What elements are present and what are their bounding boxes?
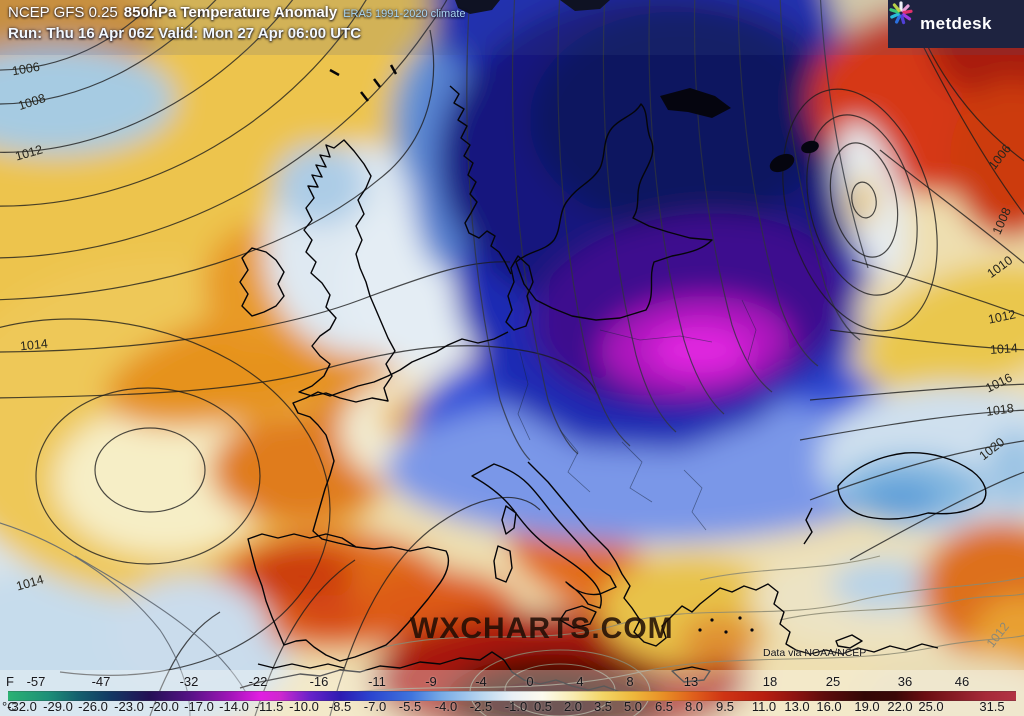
coastlines bbox=[239, 64, 987, 701]
fahrenheit-tick: -11 bbox=[368, 674, 386, 689]
header-band bbox=[0, 0, 1024, 55]
country-borders bbox=[517, 299, 757, 531]
fahrenheit-tick: 46 bbox=[954, 674, 970, 689]
model-name: NCEP GFS 0.25 bbox=[8, 4, 118, 21]
celsius-tick: -7.0 bbox=[363, 699, 387, 714]
celsius-row: °C -32.0 -29.0 -26.0 -23.0 -20.0 -17.0 -14.0 -1… bbox=[0, 699, 1024, 716]
fahrenheit-tick: 8 bbox=[626, 674, 634, 689]
celsius-tick: -8.5 bbox=[328, 699, 352, 714]
fahrenheit-tick: -4 bbox=[475, 674, 487, 689]
celsius-tick: 8.0 bbox=[684, 699, 704, 714]
fahrenheit-tick: 13 bbox=[683, 674, 699, 689]
celsius-tick: -14.0 bbox=[219, 699, 249, 714]
fahrenheit-tick: -47 bbox=[91, 674, 111, 689]
fahrenheit-unit: F bbox=[6, 674, 14, 689]
celsius-tick: 31.5 bbox=[979, 699, 1005, 714]
celsius-tick: -10.0 bbox=[289, 699, 319, 714]
celsius-tick: 16.0 bbox=[816, 699, 842, 714]
celsius-tick: -4.0 bbox=[434, 699, 458, 714]
celsius-tick: -5.5 bbox=[398, 699, 422, 714]
celsius-tick: -17.0 bbox=[184, 699, 214, 714]
celsius-tick: -32.0 bbox=[7, 699, 37, 714]
fahrenheit-tick: 0 bbox=[526, 674, 534, 689]
celsius-tick: 25.0 bbox=[918, 699, 944, 714]
celsius-tick: -11.5 bbox=[254, 699, 284, 714]
gray-contours bbox=[0, 522, 1024, 716]
metdesk-wordmark: metdesk bbox=[920, 14, 992, 33]
fahrenheit-tick: -32 bbox=[179, 674, 199, 689]
celsius-tick: 11.0 bbox=[751, 699, 777, 714]
fahrenheit-row: F -57 -47 -32 -22 -16 -11 -9 -4 0 4 8 13 18 25 36 46 bbox=[0, 670, 1024, 690]
fahrenheit-tick: 18 bbox=[762, 674, 778, 689]
celsius-tick: 2.0 bbox=[563, 699, 583, 714]
celsius-tick: -1.0 bbox=[504, 699, 528, 714]
celsius-tick: 13.0 bbox=[784, 699, 810, 714]
celsius-unit: °C bbox=[2, 699, 17, 714]
celsius-tick: 9.5 bbox=[715, 699, 735, 714]
metdesk-star-icon bbox=[889, 1, 913, 25]
land-marks bbox=[455, 0, 819, 634]
isobar-label: 1014 bbox=[989, 341, 1019, 357]
fahrenheit-tick: -22 bbox=[248, 674, 268, 689]
celsius-tick: 5.0 bbox=[623, 699, 643, 714]
temperature-scale: F -57 -47 -32 -22 -16 -11 -9 -4 0 4 8 13 18 25 36 46 °C… bbox=[0, 670, 1024, 716]
map-header: NCEP GFS 0.25 850hPa Temperature Anomaly E… bbox=[8, 3, 466, 44]
run-valid-line: Run: Thu 16 Apr 06Z Valid: Mon 27 Apr 06… bbox=[8, 25, 362, 42]
fahrenheit-tick: -9 bbox=[425, 674, 437, 689]
product-name: 850hPa Temperature Anomaly bbox=[123, 4, 338, 21]
anomaly-colorbar bbox=[8, 691, 1016, 701]
data-attribution: Data via NOAA/NCEP bbox=[763, 647, 867, 659]
celsius-tick: 22.0 bbox=[887, 699, 913, 714]
celsius-tick: -2.5 bbox=[469, 699, 493, 714]
celsius-tick: 0.5 bbox=[533, 699, 553, 714]
fahrenheit-tick: 36 bbox=[897, 674, 913, 689]
celsius-tick: -23.0 bbox=[114, 699, 144, 714]
isobar-label: 1014 bbox=[19, 336, 49, 354]
fahrenheit-tick: 4 bbox=[576, 674, 584, 689]
celsius-tick: -29.0 bbox=[43, 699, 73, 714]
fahrenheit-tick: -57 bbox=[26, 674, 46, 689]
wxcharts-watermark: WXCHARTS.COM bbox=[410, 612, 674, 645]
fahrenheit-tick: -16 bbox=[309, 674, 329, 689]
celsius-tick: 6.5 bbox=[654, 699, 674, 714]
metdesk-logo: metdesk bbox=[888, 0, 1024, 48]
fahrenheit-tick: 25 bbox=[825, 674, 841, 689]
climate-reference: ERA5 1991-2020 climate bbox=[343, 8, 466, 20]
celsius-tick: -26.0 bbox=[78, 699, 108, 714]
celsius-tick: 19.0 bbox=[854, 699, 880, 714]
title-line: NCEP GFS 0.25 850hPa Temperature Anomaly E… bbox=[8, 3, 466, 24]
celsius-tick: 3.5 bbox=[593, 699, 613, 714]
celsius-tick: -20.0 bbox=[149, 699, 179, 714]
